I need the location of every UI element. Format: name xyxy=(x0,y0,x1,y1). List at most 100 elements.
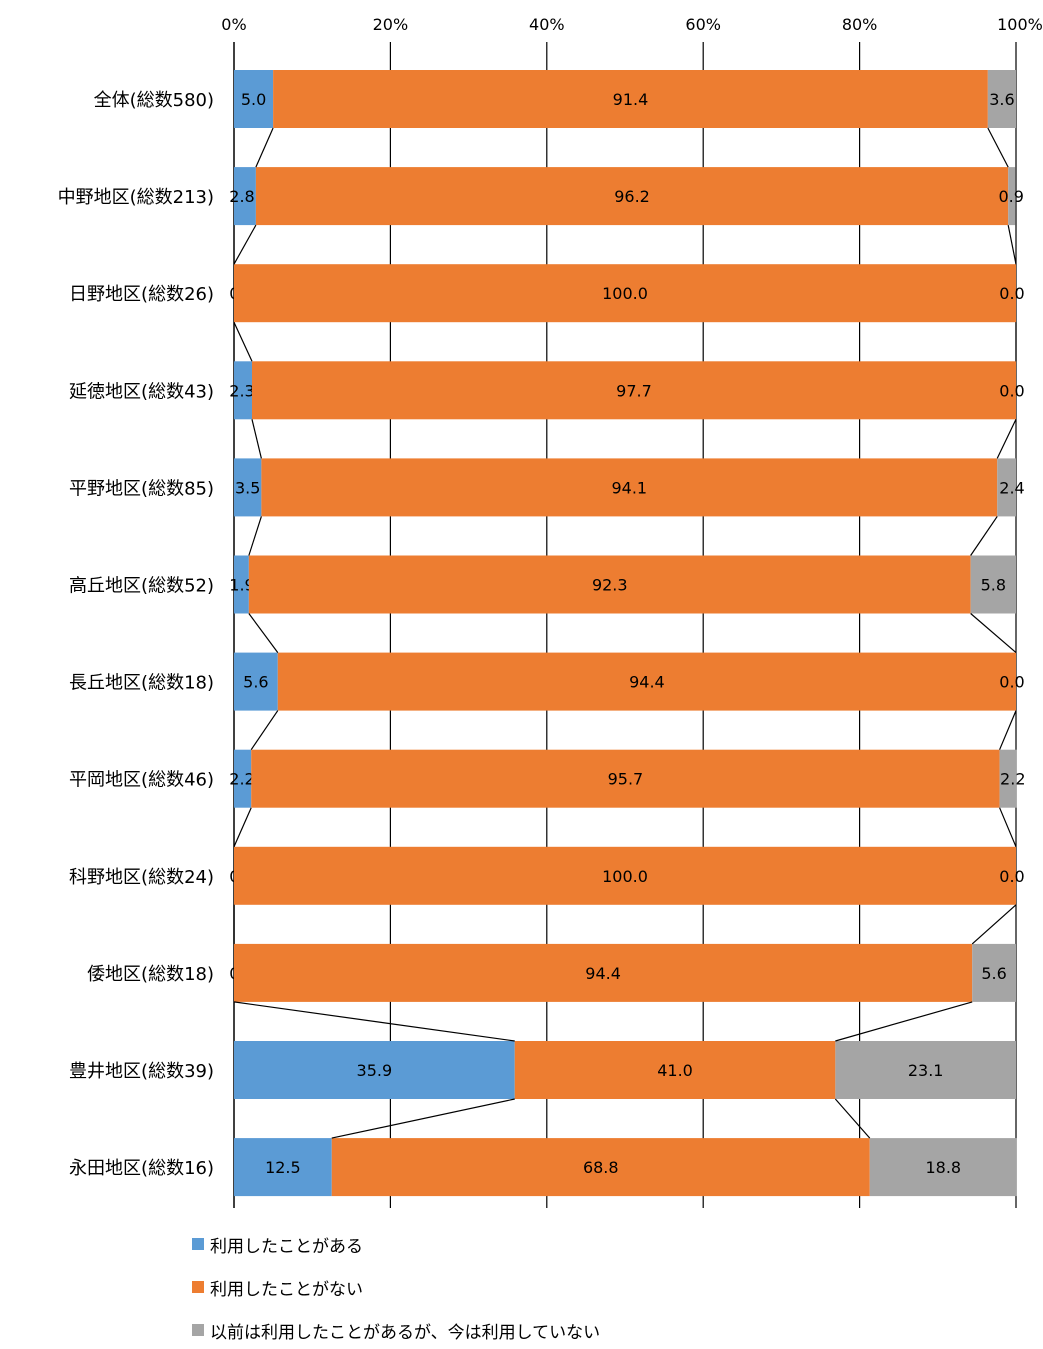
data-label: 2.3 xyxy=(229,381,254,400)
data-label: 95.7 xyxy=(608,770,644,789)
category-label: 全体(総数580) xyxy=(94,90,214,111)
bar-segment xyxy=(251,749,1000,808)
legend-item: 利用したことがある xyxy=(192,1232,363,1257)
x-tick-label: 20% xyxy=(373,15,409,34)
legend-swatch xyxy=(192,1238,204,1250)
data-label: 68.8 xyxy=(583,1158,619,1177)
data-label: 3.5 xyxy=(235,478,260,497)
legend-label: 利用したことがない xyxy=(210,1279,363,1300)
bar-segment xyxy=(248,555,971,614)
data-label: 0.0 xyxy=(999,284,1024,303)
category-label: 日野地区(総数26) xyxy=(69,284,214,305)
data-label: 100.0 xyxy=(602,867,648,886)
bar-segment xyxy=(234,1041,515,1099)
bar-segment xyxy=(987,70,1016,128)
data-label: 2.8 xyxy=(229,187,254,206)
data-label: 94.4 xyxy=(585,964,621,983)
data-label: 91.4 xyxy=(613,90,649,109)
data-label: 0.9 xyxy=(998,187,1023,206)
bar-segment xyxy=(234,1138,332,1197)
series-line xyxy=(835,1001,973,1042)
bar-segment xyxy=(255,167,1009,226)
category-label: 豊井地区(総数39) xyxy=(69,1061,214,1082)
bar-segment xyxy=(970,555,1016,614)
data-label: 1.9 xyxy=(229,576,254,595)
bar-segment xyxy=(234,652,278,711)
series-line xyxy=(233,1001,515,1042)
bar-segment xyxy=(273,70,988,128)
series-line xyxy=(233,224,257,265)
bar-segment xyxy=(251,361,1017,420)
data-label: 0.0 xyxy=(999,867,1024,886)
x-tick-label: 40% xyxy=(529,15,565,34)
data-label: 2.2 xyxy=(229,770,254,789)
category-label: 高丘地区(総数52) xyxy=(69,576,214,597)
data-label: 5.6 xyxy=(981,964,1006,983)
bar-segment xyxy=(234,555,249,614)
category-label: 永田地区(総数16) xyxy=(69,1158,214,1179)
series-line xyxy=(233,807,252,848)
category-label: 延徳地区(総数43) xyxy=(69,381,214,402)
data-label: 2.4 xyxy=(999,478,1024,497)
data-label: 94.1 xyxy=(611,478,647,497)
data-label: 92.3 xyxy=(592,576,628,595)
data-label: 96.2 xyxy=(614,187,650,206)
legend-label: 利用したことがある xyxy=(210,1236,363,1257)
data-label: 5.0 xyxy=(241,90,266,109)
bar-segment xyxy=(234,70,274,128)
bar-segment xyxy=(331,1138,870,1197)
bar-segment xyxy=(997,458,1016,517)
bar-segment xyxy=(234,943,973,1002)
bar-segment xyxy=(234,264,1016,323)
series-line xyxy=(987,127,1009,168)
bar-segment xyxy=(869,1138,1017,1197)
series-line xyxy=(248,516,262,556)
legend-label: 以前は利用したことがあるが、今は利用していない xyxy=(210,1322,601,1343)
category-label: 長丘地区(総数18) xyxy=(69,673,214,694)
data-label: 41.0 xyxy=(657,1061,693,1080)
series-line xyxy=(1007,224,1017,265)
data-label: 35.9 xyxy=(357,1061,393,1080)
bar-segment xyxy=(234,846,1016,905)
category-label: 平野地区(総数85) xyxy=(69,478,214,499)
series-line xyxy=(970,516,998,556)
bar-segment xyxy=(261,458,998,517)
category-label: 倭地区(総数18) xyxy=(87,964,214,985)
series-line xyxy=(248,613,279,653)
bar-segment xyxy=(1008,167,1016,226)
legend-swatch xyxy=(192,1324,204,1336)
series-line xyxy=(999,710,1017,750)
data-label: 97.7 xyxy=(616,381,652,400)
category-label: 平岡地区(総数46) xyxy=(69,770,214,791)
series-line xyxy=(996,419,1017,459)
data-label: 94.4 xyxy=(629,673,665,692)
data-label: 3.6 xyxy=(989,90,1014,109)
bar-segment xyxy=(835,1041,1016,1099)
series-line xyxy=(255,127,274,168)
data-label: 0.0 xyxy=(999,381,1024,400)
bar-segment xyxy=(234,458,262,517)
data-label: 100.0 xyxy=(602,284,648,303)
series-line xyxy=(331,1098,515,1139)
bar-segment xyxy=(234,361,252,420)
series-line xyxy=(834,1098,871,1139)
data-label: 0.0 xyxy=(999,673,1024,692)
category-label: 中野地区(総数213) xyxy=(58,187,214,208)
data-label: 2.2 xyxy=(1000,770,1025,789)
x-tick-label: 60% xyxy=(685,15,721,34)
bar-segment xyxy=(234,749,252,808)
x-tick-label: 100% xyxy=(997,15,1043,34)
series-line xyxy=(970,613,1017,654)
legend-item: 以前は利用したことがあるが、今は利用していない xyxy=(192,1318,601,1343)
series-line xyxy=(971,904,1017,945)
data-label: 5.8 xyxy=(981,576,1006,595)
bar-segment xyxy=(972,943,1016,1002)
legend-swatch xyxy=(192,1281,204,1293)
bar-segment xyxy=(999,749,1017,808)
bar-segment xyxy=(277,652,1016,711)
legend-item: 利用したことがない xyxy=(192,1275,363,1300)
bar-segment xyxy=(514,1041,836,1099)
series-line xyxy=(250,710,279,751)
data-label: 18.8 xyxy=(925,1158,961,1177)
